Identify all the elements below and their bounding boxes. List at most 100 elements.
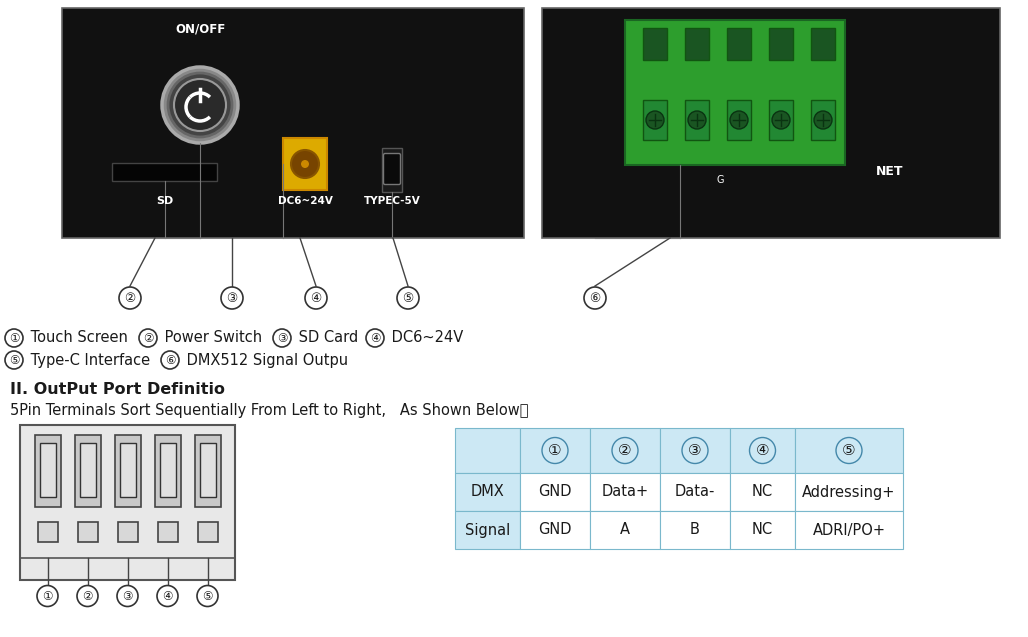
Text: Touch Screen: Touch Screen bbox=[26, 331, 127, 345]
Text: ③: ③ bbox=[122, 589, 133, 603]
FancyBboxPatch shape bbox=[455, 473, 520, 511]
Text: ①: ① bbox=[548, 443, 562, 458]
Circle shape bbox=[584, 287, 605, 309]
FancyBboxPatch shape bbox=[590, 428, 660, 473]
FancyBboxPatch shape bbox=[590, 473, 660, 511]
Text: Type-C Interface: Type-C Interface bbox=[26, 352, 150, 368]
Text: Data-: Data- bbox=[674, 485, 715, 499]
FancyBboxPatch shape bbox=[194, 435, 220, 507]
Circle shape bbox=[168, 73, 232, 137]
Text: ADRI/PO+: ADRI/PO+ bbox=[812, 522, 885, 538]
Text: ③: ③ bbox=[277, 331, 287, 345]
Text: II. OutPut Port Definitio: II. OutPut Port Definitio bbox=[10, 382, 225, 397]
Text: SD Card: SD Card bbox=[294, 331, 358, 345]
Text: Signal: Signal bbox=[465, 522, 510, 538]
Text: ⑥: ⑥ bbox=[164, 354, 175, 366]
FancyBboxPatch shape bbox=[811, 100, 835, 140]
Circle shape bbox=[301, 160, 309, 168]
Text: ①: ① bbox=[42, 589, 52, 603]
FancyBboxPatch shape bbox=[727, 100, 751, 140]
Circle shape bbox=[366, 329, 384, 347]
Circle shape bbox=[749, 438, 775, 464]
FancyBboxPatch shape bbox=[795, 473, 903, 511]
FancyBboxPatch shape bbox=[20, 425, 235, 580]
FancyBboxPatch shape bbox=[642, 28, 667, 60]
Text: ON/OFF: ON/OFF bbox=[175, 22, 225, 35]
Text: Addressing+: Addressing+ bbox=[802, 485, 895, 499]
FancyBboxPatch shape bbox=[117, 522, 138, 542]
Text: DMX: DMX bbox=[471, 485, 505, 499]
Circle shape bbox=[646, 111, 664, 129]
FancyBboxPatch shape bbox=[455, 511, 520, 549]
Text: ④: ④ bbox=[756, 443, 769, 458]
Text: G: G bbox=[717, 175, 724, 185]
Circle shape bbox=[157, 585, 178, 606]
FancyBboxPatch shape bbox=[79, 443, 96, 497]
Text: A: A bbox=[620, 522, 630, 538]
Text: ④: ④ bbox=[162, 589, 173, 603]
FancyBboxPatch shape bbox=[520, 511, 590, 549]
FancyBboxPatch shape bbox=[74, 435, 101, 507]
Text: ⑤: ⑤ bbox=[9, 354, 20, 366]
Text: GND: GND bbox=[539, 485, 572, 499]
FancyBboxPatch shape bbox=[154, 435, 181, 507]
FancyBboxPatch shape bbox=[542, 8, 1000, 238]
Text: ⑤: ⑤ bbox=[402, 292, 413, 304]
Circle shape bbox=[772, 111, 790, 129]
Circle shape bbox=[162, 67, 238, 143]
FancyBboxPatch shape bbox=[157, 522, 178, 542]
Circle shape bbox=[291, 150, 319, 178]
Text: ⑥: ⑥ bbox=[589, 292, 600, 304]
Circle shape bbox=[682, 438, 708, 464]
Circle shape bbox=[273, 329, 291, 347]
FancyBboxPatch shape bbox=[685, 28, 709, 60]
Circle shape bbox=[161, 351, 179, 369]
FancyBboxPatch shape bbox=[795, 511, 903, 549]
Circle shape bbox=[117, 585, 138, 606]
Circle shape bbox=[836, 438, 862, 464]
FancyBboxPatch shape bbox=[730, 473, 795, 511]
Circle shape bbox=[814, 111, 832, 129]
Text: SD: SD bbox=[156, 196, 174, 206]
Circle shape bbox=[542, 438, 568, 464]
FancyBboxPatch shape bbox=[795, 428, 903, 473]
FancyBboxPatch shape bbox=[35, 435, 61, 507]
FancyBboxPatch shape bbox=[811, 28, 835, 60]
FancyBboxPatch shape bbox=[455, 428, 520, 473]
Text: GND: GND bbox=[539, 522, 572, 538]
Circle shape bbox=[221, 287, 243, 309]
Text: Power Switch: Power Switch bbox=[160, 331, 262, 345]
FancyBboxPatch shape bbox=[730, 511, 795, 549]
FancyBboxPatch shape bbox=[114, 435, 141, 507]
Text: ②: ② bbox=[143, 331, 153, 345]
Circle shape bbox=[174, 79, 226, 131]
Circle shape bbox=[77, 585, 98, 606]
Text: B: B bbox=[690, 522, 700, 538]
FancyBboxPatch shape bbox=[520, 473, 590, 511]
FancyBboxPatch shape bbox=[520, 428, 590, 473]
Text: NC: NC bbox=[751, 485, 773, 499]
Text: 5Pin Terminals Sort Sequentially From Left to Right,   As Shown Below：: 5Pin Terminals Sort Sequentially From Le… bbox=[10, 403, 528, 418]
Text: ⑤: ⑤ bbox=[842, 443, 856, 458]
FancyBboxPatch shape bbox=[37, 522, 58, 542]
FancyBboxPatch shape bbox=[159, 443, 176, 497]
FancyBboxPatch shape bbox=[642, 100, 667, 140]
FancyBboxPatch shape bbox=[197, 522, 218, 542]
FancyBboxPatch shape bbox=[119, 443, 136, 497]
FancyBboxPatch shape bbox=[625, 20, 845, 165]
Circle shape bbox=[397, 287, 419, 309]
Text: ③: ③ bbox=[226, 292, 237, 304]
Circle shape bbox=[730, 111, 748, 129]
FancyBboxPatch shape bbox=[382, 148, 402, 192]
Circle shape bbox=[139, 329, 157, 347]
Circle shape bbox=[612, 438, 638, 464]
Text: NC: NC bbox=[751, 522, 773, 538]
Text: ③: ③ bbox=[688, 443, 702, 458]
FancyBboxPatch shape bbox=[62, 8, 524, 238]
Text: Data+: Data+ bbox=[601, 485, 649, 499]
Circle shape bbox=[5, 329, 23, 347]
Text: TYPEC-5V: TYPEC-5V bbox=[364, 196, 420, 206]
FancyBboxPatch shape bbox=[660, 473, 730, 511]
Text: ②: ② bbox=[82, 589, 93, 603]
FancyBboxPatch shape bbox=[769, 28, 793, 60]
